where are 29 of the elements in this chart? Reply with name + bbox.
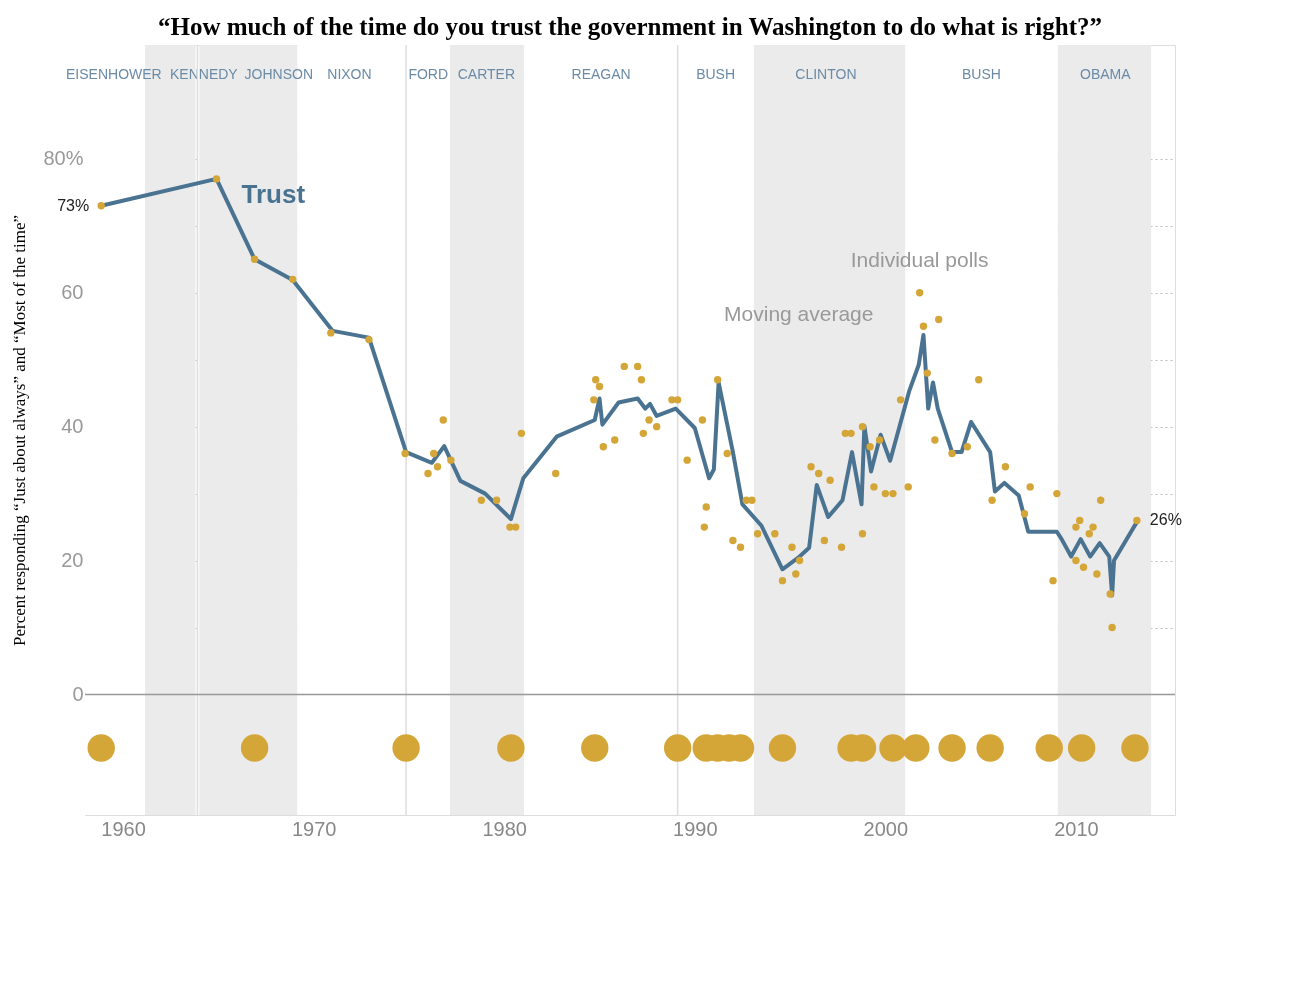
annotation: Individual polls xyxy=(850,247,989,271)
band-label: KENNEDY xyxy=(170,66,239,82)
data-label: 73% xyxy=(57,196,90,214)
y-tick-label: 20 xyxy=(61,549,84,572)
x-tick-label: 2000 xyxy=(863,817,909,840)
band-label: CARTER xyxy=(457,66,515,82)
band-label: BUSH xyxy=(961,66,1001,82)
band-label: EISENHOWER xyxy=(66,66,162,82)
band-label: FORD xyxy=(408,66,449,82)
chart-title: “How much of the time do you trust the government in Washington to do what is right?” xyxy=(157,13,1103,41)
y-tick-label: 40 xyxy=(61,415,84,438)
band-label: JOHNSON xyxy=(244,66,314,82)
annotation: Moving average xyxy=(724,301,874,325)
y-tick-label: 0 xyxy=(72,682,84,705)
x-tick-label: 1960 xyxy=(101,817,146,840)
band-label: CLINTON xyxy=(795,66,857,82)
y-tick-label: 80% xyxy=(43,147,84,170)
y-tick-label: 60 xyxy=(61,281,84,304)
band-label: REAGAN xyxy=(571,66,631,82)
x-tick-label: 1970 xyxy=(291,817,337,840)
band-label: NIXON xyxy=(327,66,372,82)
x-tick-label: 1990 xyxy=(673,817,718,840)
band-label: OBAMA xyxy=(1079,66,1132,82)
x-tick-label: 2010 xyxy=(1054,817,1099,840)
y-axis-title: Percent responding “Just about always” and “Most of the time” xyxy=(10,214,30,647)
series-label: Trust xyxy=(241,178,306,209)
data-label: 26% xyxy=(1149,511,1182,529)
x-tick-label: 1980 xyxy=(482,817,527,840)
band-label: BUSH xyxy=(696,66,736,82)
